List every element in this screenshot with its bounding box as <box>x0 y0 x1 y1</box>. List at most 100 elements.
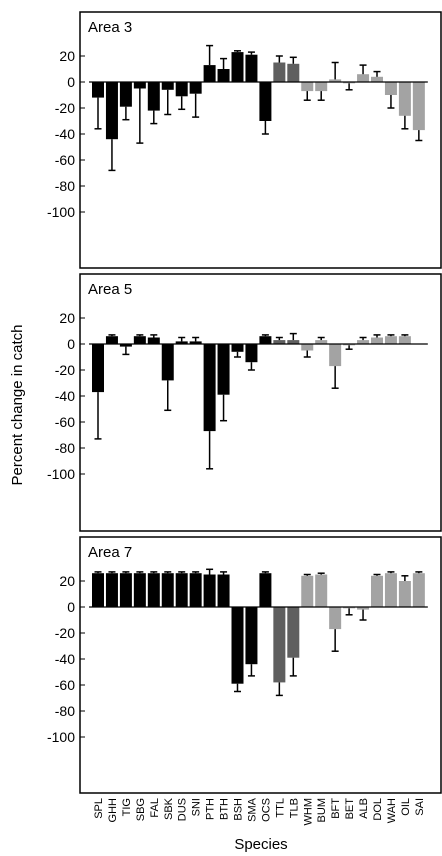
bar-whm <box>301 575 314 607</box>
panel-frame <box>79 11 442 269</box>
bar-sni <box>189 82 202 94</box>
bar-pth <box>203 344 216 432</box>
bar-wah <box>384 82 397 95</box>
y-tick-label: -20 <box>55 362 75 378</box>
y-tick-label: -40 <box>55 388 75 404</box>
bar-sbk <box>161 82 174 90</box>
panel-title: Area 3 <box>88 19 132 36</box>
x-tick-label-fal: FAL <box>149 798 161 818</box>
bar-ocs <box>259 82 272 121</box>
bar-sbg <box>133 82 146 89</box>
y-tick-label: 20 <box>59 310 75 326</box>
y-tick-label: 0 <box>67 74 75 90</box>
bar-bum <box>315 340 328 344</box>
bar-sai <box>412 573 425 607</box>
bar-sbk <box>161 573 174 607</box>
panel-3: Area 7 20 0 -20 -40 -60 -80 -100 <box>47 536 442 794</box>
bar-tlb <box>287 63 300 82</box>
bar-sni <box>189 573 202 607</box>
y-tick-label: -40 <box>55 126 75 142</box>
bar-oil <box>398 336 411 344</box>
bar-sma <box>245 54 258 82</box>
bar-alb <box>357 607 370 610</box>
x-tick-label-bum: BUM <box>316 798 328 822</box>
panel-title: Area 5 <box>88 281 132 298</box>
bar-ocs <box>259 573 272 607</box>
x-tick-label-sni: SNI <box>191 798 203 816</box>
x-tick-label-bft: BFT <box>330 798 342 819</box>
x-tick-label-alb: ALB <box>358 798 370 819</box>
bar-dus <box>175 82 188 97</box>
bar-bet <box>343 607 356 609</box>
x-tick-label-sai: SAI <box>414 798 426 816</box>
bar-tig <box>119 344 132 347</box>
x-tick-label-pth: PTH <box>205 798 217 820</box>
bar-whm <box>301 344 314 351</box>
y-tick-label: -100 <box>47 204 75 220</box>
bar-ocs <box>259 336 272 344</box>
panel-1: Area 3 20 0 -20 -40 -60 -80 -100 <box>47 11 442 269</box>
bar-fal <box>147 573 160 607</box>
x-tick-label-whm: WHM <box>302 798 314 826</box>
x-tick-label-bth: BTH <box>219 798 231 820</box>
bar-bsh <box>231 52 244 82</box>
y-tick-label: 0 <box>67 599 75 615</box>
bar-dol <box>371 575 383 607</box>
bar-spl <box>92 82 104 98</box>
x-tick-label-dus: DUS <box>177 798 189 821</box>
bar-bum <box>315 82 328 92</box>
x-tick-label-spl: SPL <box>93 798 105 819</box>
bar-wah <box>384 336 397 344</box>
bar-tig <box>119 573 132 607</box>
y-tick-label: 20 <box>59 573 75 589</box>
bar-tlb <box>287 607 300 658</box>
x-tick-label-wah: WAH <box>386 798 398 823</box>
y-tick-label: -40 <box>55 651 75 667</box>
x-tick-label-oil: OIL <box>400 798 412 816</box>
bar-alb <box>357 340 370 344</box>
x-tick-label-dol: DOL <box>372 798 384 821</box>
bar-sma <box>245 344 258 363</box>
x-tick-label-ocs: OCS <box>260 798 272 822</box>
bar-ttl <box>273 607 286 683</box>
bar-fal <box>147 337 160 344</box>
y-tick-label: -60 <box>55 677 75 693</box>
y-tick-label: -100 <box>47 466 75 482</box>
bar-bum <box>315 574 328 607</box>
y-tick-label: -80 <box>55 703 75 719</box>
bar-oil <box>398 82 411 116</box>
bar-bft <box>329 607 342 630</box>
bar-spl <box>92 573 104 607</box>
x-tick-label-ttl: TTL <box>274 798 286 818</box>
panels-group: Area 3 20 0 -20 -40 -60 -80 -100 Area 5 20 0 -20 -40… <box>47 11 442 826</box>
bar-dus <box>175 573 188 607</box>
bar-bth <box>217 344 230 395</box>
bar-sma <box>245 607 258 665</box>
x-axis-label: Species <box>234 836 287 853</box>
bar-tig <box>119 82 132 107</box>
bar-bsh <box>231 344 244 352</box>
y-axis-label: Percent change in catch <box>9 325 26 486</box>
y-tick-label: -60 <box>55 414 75 430</box>
bar-sai <box>412 82 425 131</box>
bar-ghh <box>105 336 118 344</box>
bar-tlb <box>287 340 300 344</box>
bar-sbg <box>133 573 146 607</box>
y-tick-label: 20 <box>59 48 75 64</box>
bar-sbk <box>161 344 174 381</box>
x-tick-label-tlb: TLB <box>288 798 300 818</box>
x-tick-label-sbk: SBK <box>163 797 175 820</box>
y-tick-label: -60 <box>55 152 75 168</box>
bar-dus <box>175 341 188 344</box>
bar-sbg <box>133 336 146 344</box>
x-tick-label-bsh: BSH <box>233 798 245 821</box>
bar-whm <box>301 82 314 92</box>
bar-dol <box>371 76 383 82</box>
y-tick-label: 0 <box>67 336 75 352</box>
bar-bft <box>329 344 342 367</box>
y-tick-label: -100 <box>47 729 75 745</box>
bar-pth <box>203 574 216 607</box>
bar-bft <box>329 79 342 82</box>
bar-ttl <box>273 340 286 344</box>
bar-oil <box>398 581 411 607</box>
